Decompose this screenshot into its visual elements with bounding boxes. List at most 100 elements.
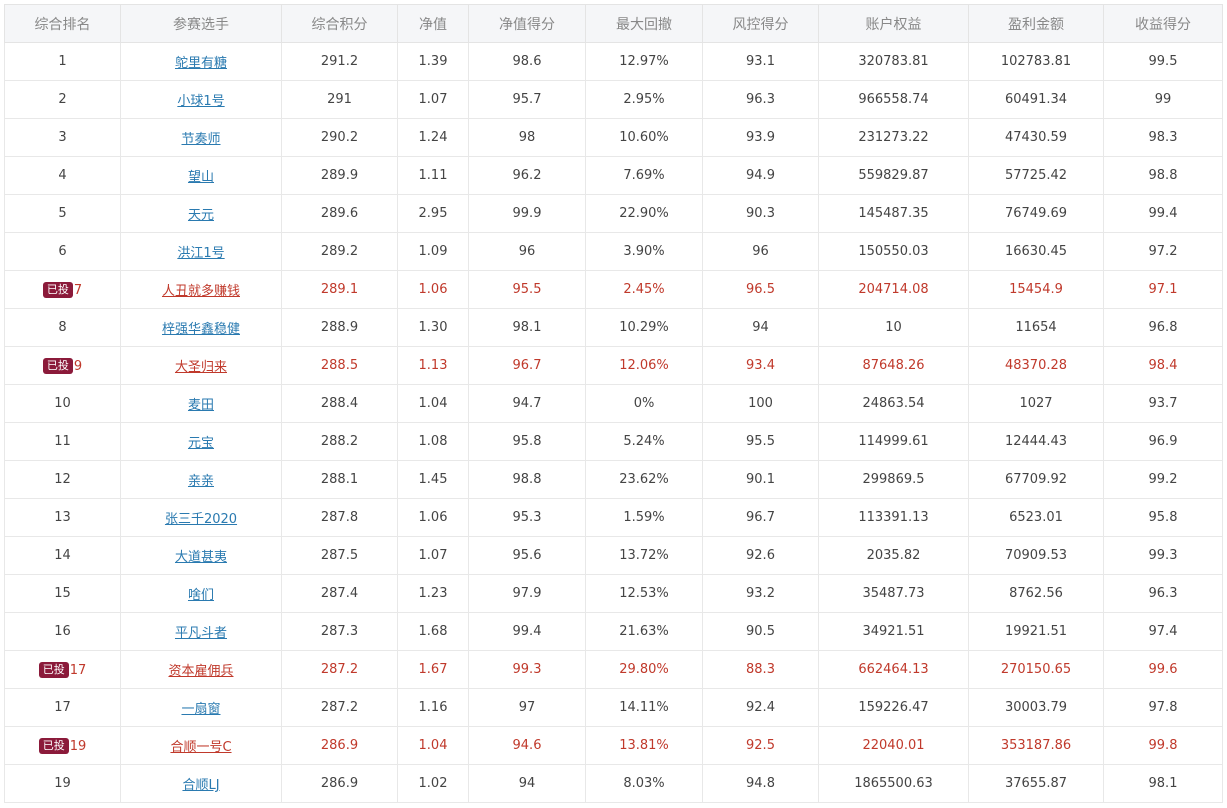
profit-cell: 1027 <box>968 384 1104 423</box>
equity-cell: 159226.47 <box>818 688 969 727</box>
risk-score-cell: 90.1 <box>702 460 819 499</box>
equity-cell: 87648.26 <box>818 346 969 385</box>
header-profit[interactable]: 盈利金额 <box>968 4 1104 43</box>
header-player[interactable]: 参赛选手 <box>120 4 282 43</box>
drawdown-cell: 5.24% <box>585 422 703 461</box>
table-row: 13 张三千2020 287.8 1.06 95.3 1.59% 96.7 113391.13… <box>4 498 1223 537</box>
risk-score-cell: 94.9 <box>702 156 819 195</box>
drawdown-cell: 10.60% <box>585 118 703 157</box>
rank-value: 7 <box>73 282 83 298</box>
nav-score-cell: 96.2 <box>468 156 586 195</box>
profit-cell: 37655.87 <box>968 764 1104 803</box>
table-row: 已投 17 资本雇佣兵 287.2 1.67 99.3 29.80% 88.3 662464.1… <box>4 650 1223 689</box>
player-cell: 张三千2020 <box>120 498 282 537</box>
player-link[interactable]: 节奏师 <box>181 132 221 147</box>
nav-cell: 1.04 <box>397 384 469 423</box>
rank-cell: 3 <box>4 118 121 157</box>
player-link[interactable]: 天元 <box>187 208 214 223</box>
invested-badge: 已投 <box>42 281 73 298</box>
header-equity[interactable]: 账户权益 <box>818 4 969 43</box>
player-link[interactable]: 大圣归来 <box>174 360 227 375</box>
risk-score-cell: 95.5 <box>702 422 819 461</box>
player-link[interactable]: 啥们 <box>187 588 214 603</box>
player-cell: 鸵里有糖 <box>120 42 282 81</box>
nav-cell: 1.39 <box>397 42 469 81</box>
rank-value: 14 <box>54 548 71 563</box>
equity-cell: 231273.22 <box>818 118 969 157</box>
player-link[interactable]: 元宝 <box>187 436 214 451</box>
table-row: 16 平凡斗者 287.3 1.68 99.4 21.63% 90.5 34921.51 199… <box>4 612 1223 651</box>
score-cell: 286.9 <box>281 764 398 803</box>
nav-cell: 1.06 <box>397 498 469 537</box>
drawdown-cell: 3.90% <box>585 232 703 271</box>
rank-value: 10 <box>54 396 71 411</box>
rank-cell: 已投 9 <box>4 346 121 385</box>
rank-cell: 15 <box>4 574 121 613</box>
player-cell: 小球1号 <box>120 80 282 119</box>
profit-cell: 15454.9 <box>968 270 1104 309</box>
player-link[interactable]: 一扇窗 <box>181 702 221 717</box>
player-link[interactable]: 麦田 <box>187 398 214 413</box>
header-risk-score[interactable]: 风控得分 <box>702 4 819 43</box>
nav-score-cell: 96.7 <box>468 346 586 385</box>
player-link[interactable]: 望山 <box>187 170 214 185</box>
header-score[interactable]: 综合积分 <box>281 4 398 43</box>
header-return-score[interactable]: 收益得分 <box>1103 4 1223 43</box>
nav-score-cell: 98 <box>468 118 586 157</box>
table-row: 11 元宝 288.2 1.08 95.8 5.24% 95.5 114999.61 12444… <box>4 422 1223 461</box>
equity-cell: 114999.61 <box>818 422 969 461</box>
player-cell: 合顺一号C <box>120 726 282 765</box>
drawdown-cell: 0% <box>585 384 703 423</box>
player-link[interactable]: 合顺一号C <box>170 740 232 755</box>
equity-cell: 320783.81 <box>818 42 969 81</box>
equity-cell: 662464.13 <box>818 650 969 689</box>
player-cell: 合顺LJ <box>120 764 282 803</box>
drawdown-cell: 2.45% <box>585 270 703 309</box>
rank-cell: 已投 19 <box>4 726 121 765</box>
player-link[interactable]: 亲亲 <box>187 474 214 489</box>
table-row: 4 望山 289.9 1.11 96.2 7.69% 94.9 559829.87 57725.… <box>4 156 1223 195</box>
profit-cell: 270150.65 <box>968 650 1104 689</box>
player-link[interactable]: 人丑就多赚钱 <box>161 284 240 299</box>
rank-cell: 5 <box>4 194 121 233</box>
rank-value: 15 <box>54 586 71 601</box>
drawdown-cell: 12.97% <box>585 42 703 81</box>
table-row: 6 洪江1号 289.2 1.09 96 3.90% 96 150550.03 16630.45… <box>4 232 1223 271</box>
risk-score-cell: 93.1 <box>702 42 819 81</box>
return-score-cell: 93.7 <box>1103 384 1223 423</box>
header-drawdown[interactable]: 最大回撤 <box>585 4 703 43</box>
equity-cell: 2035.82 <box>818 536 969 575</box>
rank-cell: 已投 17 <box>4 650 121 689</box>
nav-score-cell: 96 <box>468 232 586 271</box>
return-score-cell: 96.3 <box>1103 574 1223 613</box>
return-score-cell: 97.2 <box>1103 232 1223 271</box>
table-row: 1 鸵里有糖 291.2 1.39 98.6 12.97% 93.1 320783.81 102… <box>4 42 1223 81</box>
player-link[interactable]: 资本雇佣兵 <box>168 664 234 679</box>
player-link[interactable]: 大道甚夷 <box>174 550 227 565</box>
profit-cell: 8762.56 <box>968 574 1104 613</box>
nav-cell: 1.67 <box>397 650 469 689</box>
player-link[interactable]: 梓强华鑫稳健 <box>161 322 240 337</box>
player-cell: 啥们 <box>120 574 282 613</box>
header-nav-score[interactable]: 净值得分 <box>468 4 586 43</box>
player-link[interactable]: 合顺LJ <box>182 778 220 793</box>
table-row: 15 啥们 287.4 1.23 97.9 12.53% 93.2 35487.73 8762.… <box>4 574 1223 613</box>
header-rank[interactable]: 综合排名 <box>4 4 121 43</box>
player-link[interactable]: 小球1号 <box>177 94 225 109</box>
player-link[interactable]: 鸵里有糖 <box>174 56 227 71</box>
player-link[interactable]: 洪江1号 <box>177 246 225 261</box>
player-link[interactable]: 张三千2020 <box>164 512 238 527</box>
risk-score-cell: 90.5 <box>702 612 819 651</box>
player-link[interactable]: 平凡斗者 <box>174 626 227 641</box>
drawdown-cell: 29.80% <box>585 650 703 689</box>
header-nav[interactable]: 净值 <box>397 4 469 43</box>
drawdown-cell: 13.72% <box>585 536 703 575</box>
risk-score-cell: 96.7 <box>702 498 819 537</box>
drawdown-cell: 10.29% <box>585 308 703 347</box>
equity-cell: 145487.35 <box>818 194 969 233</box>
table-row: 19 合顺LJ 286.9 1.02 94 8.03% 94.8 1865500.63 3765… <box>4 764 1223 803</box>
equity-cell: 113391.13 <box>818 498 969 537</box>
drawdown-cell: 2.95% <box>585 80 703 119</box>
table-row: 5 天元 289.6 2.95 99.9 22.90% 90.3 145487.35 76749… <box>4 194 1223 233</box>
